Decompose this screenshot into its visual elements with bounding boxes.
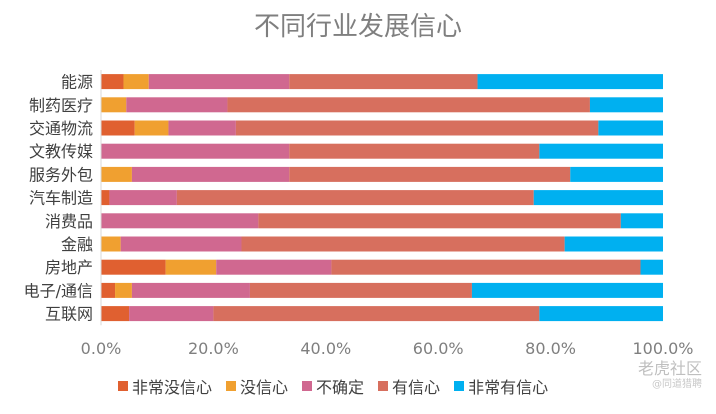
legend-label: 非常有信心 — [468, 378, 549, 397]
category-label: 房地产 — [45, 258, 93, 277]
bar-segment-互联网-4 — [539, 306, 663, 322]
category-label: 文教传媒 — [29, 142, 93, 161]
x-tick-label: 100.0% — [632, 339, 693, 358]
watermark-sub: @同道猎聘 — [652, 379, 702, 390]
legend-item: 不确定 — [302, 374, 364, 398]
chart-title: 不同行业发展信心 — [253, 12, 462, 42]
category-label: 消费品 — [45, 212, 93, 231]
x-tick-label: 0.0% — [81, 339, 122, 358]
bar-segment-电子-通信-2 — [131, 282, 250, 298]
bar-segment-能源-4 — [477, 74, 663, 90]
bar-segment-房地产-1 — [165, 259, 217, 275]
bar-segment-金融-4 — [564, 236, 663, 252]
bar-segment-文教传媒-3 — [289, 143, 540, 159]
bar-segment-文教传媒-4 — [539, 143, 663, 159]
bar-segment-制药医疗-2 — [126, 97, 228, 113]
bar-segment-房地产-2 — [216, 259, 332, 275]
bar-segment-电子-通信-1 — [115, 282, 132, 298]
bar-segment-金融-3 — [241, 236, 565, 252]
legend: 非常没信心 没信心 不确定 有信心 非常有信心 — [118, 374, 638, 398]
legend-swatch — [454, 381, 465, 391]
bar-segment-互联网-0 — [101, 306, 130, 322]
category-label: 服务外包 — [29, 165, 93, 184]
bar-segment-汽车制造-2 — [109, 190, 177, 206]
category-label: 制药医疗 — [29, 96, 93, 115]
bar-segment-房地产-4 — [640, 259, 663, 275]
bar-segment-能源-3 — [289, 74, 478, 90]
bar-segment-电子-通信-3 — [249, 282, 472, 298]
bar-segment-金融-2 — [120, 236, 242, 252]
bar-segment-房地产-3 — [331, 259, 641, 275]
bar-segment-汽车制造-0 — [101, 190, 110, 206]
bar-segment-房地产-0 — [101, 259, 166, 275]
bar-segment-消费品-3 — [258, 213, 621, 229]
category-label: 电子/通信 — [24, 281, 93, 300]
legend-swatch — [118, 381, 128, 391]
bar-segment-金融-1 — [101, 236, 121, 252]
bar-segment-服务外包-3 — [289, 166, 571, 182]
legend-label: 非常没信心 — [132, 378, 213, 397]
category-label: 金融 — [61, 235, 93, 254]
bar-segment-汽车制造-4 — [533, 190, 663, 206]
bar-segment-电子-通信-4 — [471, 282, 663, 298]
watermark: 老虎社区 @同道猎聘 — [638, 360, 702, 392]
bar-segment-交通物流-0 — [101, 120, 135, 136]
category-label: 能源 — [61, 73, 93, 92]
bar-segment-交通物流-1 — [134, 120, 169, 136]
legend-item: 非常没信心 — [118, 374, 212, 398]
bar-segment-交通物流-4 — [598, 120, 663, 136]
x-tick-label: 80.0% — [525, 339, 576, 358]
bar-segment-汽车制造-3 — [176, 190, 534, 206]
legend-label: 有信心 — [392, 378, 441, 397]
legend-label: 没信心 — [240, 378, 289, 397]
bar-segment-服务外包-4 — [570, 166, 663, 182]
bar-segment-制药医疗-1 — [101, 97, 127, 113]
bar-segment-服务外包-1 — [101, 166, 132, 182]
bar-segment-服务外包-2 — [131, 166, 290, 182]
bar-segment-能源-2 — [148, 74, 290, 90]
legend-swatch — [378, 381, 389, 391]
x-tick-label: 60.0% — [413, 339, 464, 358]
bar-segment-文教传媒-2 — [101, 143, 290, 159]
x-tick-label: 40.0% — [300, 339, 351, 358]
bar-segment-互联网-2 — [129, 306, 214, 322]
watermark-main: 老虎社区 — [637, 359, 702, 378]
bar-segment-消费品-4 — [620, 213, 663, 229]
x-tick-label: 20.0% — [188, 339, 239, 358]
legend-swatch — [226, 381, 237, 391]
legend-item: 非常有信心 — [454, 374, 548, 398]
bar-segment-消费品-2 — [101, 213, 259, 229]
legend-item: 没信心 — [226, 374, 288, 398]
category-label: 交通物流 — [29, 119, 93, 138]
bar-segment-制药医疗-3 — [227, 97, 590, 113]
bar-segment-制药医疗-4 — [589, 97, 663, 113]
bar-segment-能源-1 — [123, 74, 149, 90]
bar-segment-互联网-3 — [213, 306, 540, 322]
category-label: 互联网 — [45, 305, 93, 324]
category-label: 汽车制造 — [29, 189, 93, 208]
bar-segment-交通物流-3 — [235, 120, 599, 136]
legend-swatch — [302, 381, 313, 391]
legend-item: 有信心 — [378, 374, 440, 398]
legend-label: 不确定 — [316, 378, 365, 397]
bar-segment-电子-通信-0 — [101, 282, 116, 298]
bar-segment-能源-0 — [101, 74, 124, 90]
bar-segment-交通物流-2 — [168, 120, 236, 136]
